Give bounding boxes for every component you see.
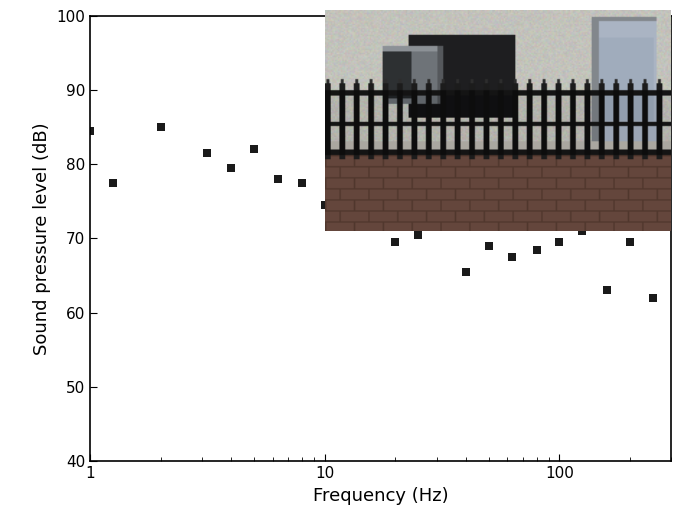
X-axis label: Frequency (Hz): Frequency (Hz) [313,487,448,505]
Y-axis label: Sound pressure level (dB): Sound pressure level (dB) [33,122,51,355]
